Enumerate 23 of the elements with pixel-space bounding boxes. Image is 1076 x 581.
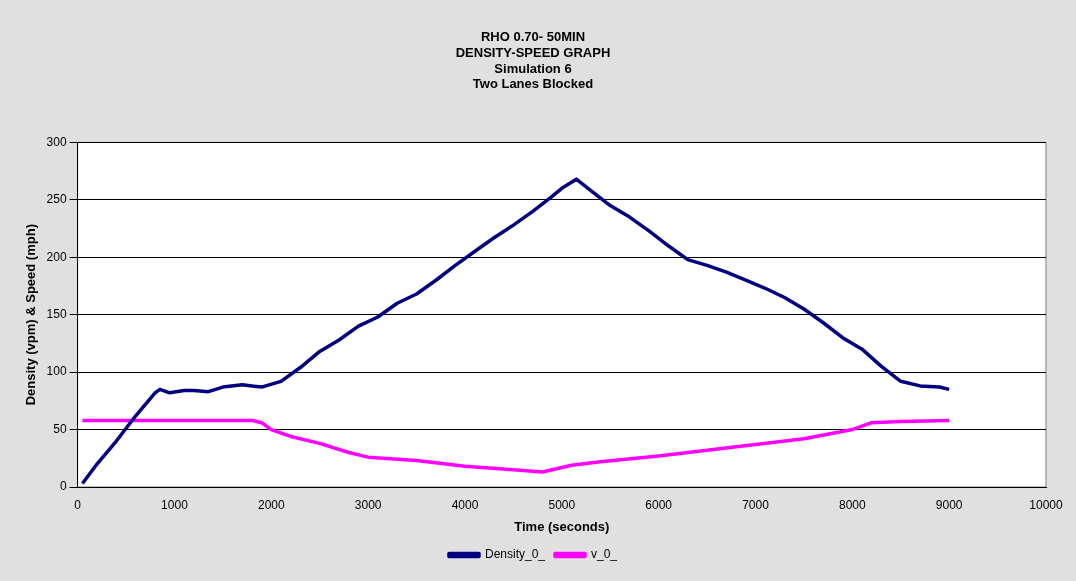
y-tick-label: 150 xyxy=(46,307,67,322)
x-tick-label: 2000 xyxy=(257,497,285,512)
x-tick-label: 10000 xyxy=(1029,497,1064,512)
x-tick-label: 5000 xyxy=(548,497,576,512)
y-axis-title: Density (vpm) & Speed (mph) xyxy=(23,224,39,406)
y-tick-label: 100 xyxy=(46,364,67,379)
x-tick-label: 4000 xyxy=(451,497,479,512)
x-tick-label: 1000 xyxy=(161,497,189,512)
x-tick-label: 7000 xyxy=(742,497,770,512)
y-tick-label: 0 xyxy=(59,479,67,494)
y-tick-label: 50 xyxy=(53,421,67,436)
y-tick-label: 300 xyxy=(46,134,67,149)
chart-title: RHO 0.70- 50MIN DENSITY-SPEED GRAPH Simulation 6 Two Lanes Blocked xyxy=(455,29,611,92)
x-axis-title: Time (seconds) xyxy=(514,518,610,534)
x-tick-label: 6000 xyxy=(645,497,673,512)
legend-label: v_0_ xyxy=(591,547,618,562)
x-tick-label: 9000 xyxy=(935,497,963,512)
legend-label: Density_0_ xyxy=(484,547,546,562)
x-tick-label: 8000 xyxy=(838,497,866,512)
x-tick-label: 3000 xyxy=(354,497,382,512)
y-tick-label: 250 xyxy=(46,192,67,207)
y-tick-label: 200 xyxy=(46,249,67,264)
x-tick-label: 0 xyxy=(74,497,82,512)
